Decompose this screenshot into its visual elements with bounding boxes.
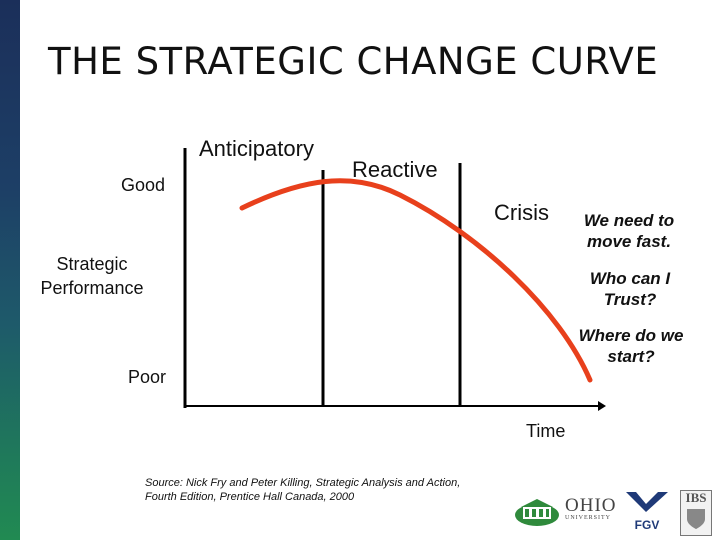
ohio-university-logo: OHIO UNIVERSITY [565,496,623,521]
crisis-note-1-line2: move fast. [586,232,672,251]
phase-label-reactive: Reactive [352,157,438,182]
y-axis-title: Strategic Performance [30,252,154,300]
ibs-shield-icon [687,509,705,529]
crisis-note-2-line1: Who can I [589,269,671,288]
ohio-logo-text: OHIO [565,495,617,516]
fgv-wing-icon [626,492,668,512]
ibs-crest-logo: IBS [680,490,712,536]
crisis-note-1: We need to move fast. [570,210,688,252]
source-citation: Source: Nick Fry and Peter Killing, Stra… [145,476,460,504]
y-axis-poor-label: Poor [128,367,167,387]
y-axis-title-line1: Strategic [56,254,128,274]
fgv-logo: FGV [624,488,670,531]
y-axis-good-label: Good [121,175,166,195]
ohio-logo-subtext: UNIVERSITY [565,515,611,521]
sidebar-accent-bar [0,0,20,540]
slide-title: THE STRATEGIC CHANGE CURVE [48,40,659,83]
crisis-note-3-line1: Where do we [578,326,684,345]
green-building-seal-icon [515,499,559,526]
ibs-logo-text: IBS [685,490,707,505]
crisis-note-3-line2: start? [607,347,655,366]
x-axis-arrowhead [598,401,606,411]
crisis-note-2: Who can I Trust? [570,268,690,310]
x-axis-title: Time [526,421,566,441]
y-axis-title-line2: Performance [40,278,144,298]
source-line2: Fourth Edition, Prentice Hall Canada, 20… [145,491,355,503]
crisis-note-2-line2: Trust? [603,290,657,309]
source-line1: Source: Nick Fry and Peter Killing, Stra… [145,477,461,489]
crisis-note-3: Where do we start? [566,325,696,367]
fgv-logo-text: FGV [634,518,660,532]
crisis-note-1-line1: We need to [583,211,675,230]
phase-label-crisis: Crisis [494,200,549,225]
phase-label-anticipatory: Anticipatory [199,136,314,161]
performance-curve [239,178,593,383]
